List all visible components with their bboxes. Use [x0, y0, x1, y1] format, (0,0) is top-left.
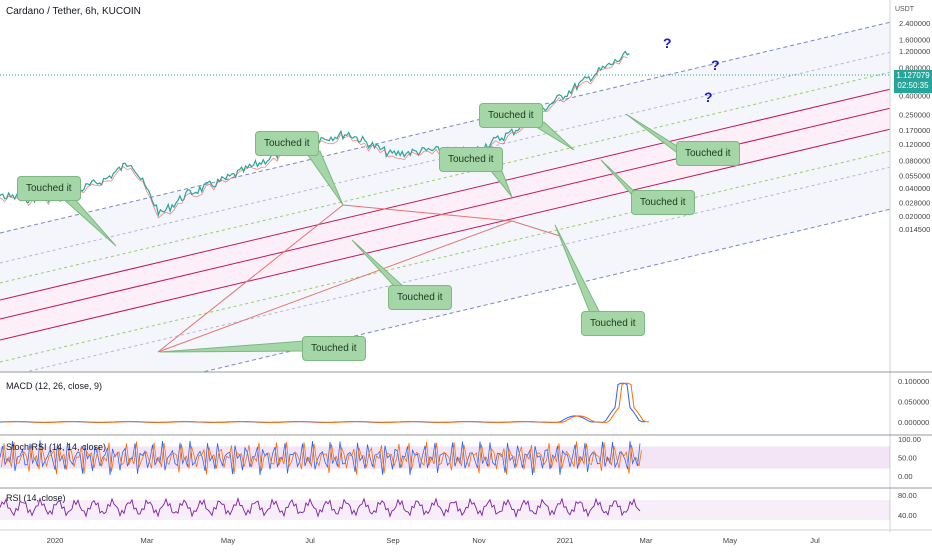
macd-signal-line: [3, 382, 650, 423]
time-tick-3: Jul: [305, 536, 315, 545]
question-mark-2: ?: [711, 57, 720, 73]
stoch-rsi-label: Stoch RSI (14, 14, close): [6, 442, 107, 452]
time-tick-7: Mar: [640, 536, 653, 545]
time-tick-5: Nov: [472, 536, 486, 545]
price-tick-3: 0.800000: [899, 63, 930, 72]
stoch-tick-0: 100.00: [898, 435, 921, 444]
price-tick-14: 0.014500: [899, 225, 930, 234]
time-tick-8: May: [723, 536, 737, 545]
channel-line-d: [0, 128, 890, 341]
callout-touched-6: Touched it: [631, 190, 695, 215]
rsi-tick-1: 40.00: [898, 511, 917, 520]
chart-title: Cardano / Tether, 6h, KUCOIN: [6, 6, 141, 17]
channel-line-b: [0, 71, 890, 284]
price-tick-11: 0.040000: [899, 184, 930, 193]
price-tick-10: 0.055000: [899, 171, 930, 180]
channel-outer-lower: [200, 208, 890, 372]
price-tick-6: 0.250000: [899, 110, 930, 119]
price-tick-5: 0.400000: [899, 91, 930, 100]
question-mark-3: ?: [704, 89, 713, 105]
price-tick-9: 0.080000: [899, 156, 930, 165]
last-price-tag: 1.127079 02:50:35: [894, 70, 932, 93]
time-tick-6: 2021: [557, 536, 574, 545]
price-tick-2: 1.200000: [899, 47, 930, 56]
macd-label: MACD (12, 26, close, 9): [6, 381, 103, 391]
pitchfork-lines: [157, 204, 561, 353]
channel-line-f: [23, 166, 890, 372]
rsi-tick-0: 80.00: [898, 491, 917, 500]
price-tick-1: 1.600000: [899, 36, 930, 45]
callout-touched-3: Touched it: [439, 147, 503, 172]
rsi-band: [0, 500, 890, 520]
rsi-line: [0, 496, 641, 519]
time-tick-2: May: [221, 536, 235, 545]
stoch-d-line: [1, 441, 642, 475]
callout-touched-4: Touched it: [479, 103, 543, 128]
price-tick-7: 0.170000: [899, 126, 930, 135]
callout-touched-9: Touched it: [302, 336, 366, 361]
macd-tick-2: 0.000000: [898, 418, 929, 427]
time-tick-9: Jul: [810, 536, 820, 545]
time-tick-0: 2020: [47, 536, 64, 545]
last-price: 1.127079: [896, 71, 930, 80]
price-tick-0: 2.400000: [899, 19, 930, 28]
callout-touched-8: Touched it: [581, 311, 645, 336]
callout-touched-2: Touched it: [255, 131, 319, 156]
pitchfork-median: [157, 220, 513, 353]
macd-tick-1: 0.050000: [898, 398, 929, 407]
callout-touched-7: Touched it: [388, 285, 452, 310]
stoch-tick-2: 0.00: [898, 472, 913, 481]
channel-line-mid: [0, 107, 890, 320]
price-tick-12: 0.028000: [899, 199, 930, 208]
time-tick-1: Mar: [141, 536, 154, 545]
macd-tick-0: 0.100000: [898, 377, 929, 386]
channel-line-e: [0, 150, 890, 363]
stoch-tick-1: 50.00: [898, 454, 917, 463]
price-tick-8: 0.120000: [899, 140, 930, 149]
channel-fill-lower: [0, 129, 890, 372]
price-tick-13: 0.020000: [899, 212, 930, 221]
currency-label: USDT: [894, 6, 914, 13]
channel-outer-upper: [0, 21, 890, 234]
stoch-band: [0, 446, 890, 469]
callout-touched-1: Touched it: [17, 176, 81, 201]
callout-touched-5: Touched it: [676, 141, 740, 166]
time-tick-4: Sep: [386, 536, 399, 545]
question-mark-1: ?: [663, 35, 672, 51]
channel-line-c: [0, 88, 890, 301]
bar-countdown: 02:50:35: [897, 81, 929, 90]
rsi-label: RSI (14, close): [6, 493, 66, 503]
